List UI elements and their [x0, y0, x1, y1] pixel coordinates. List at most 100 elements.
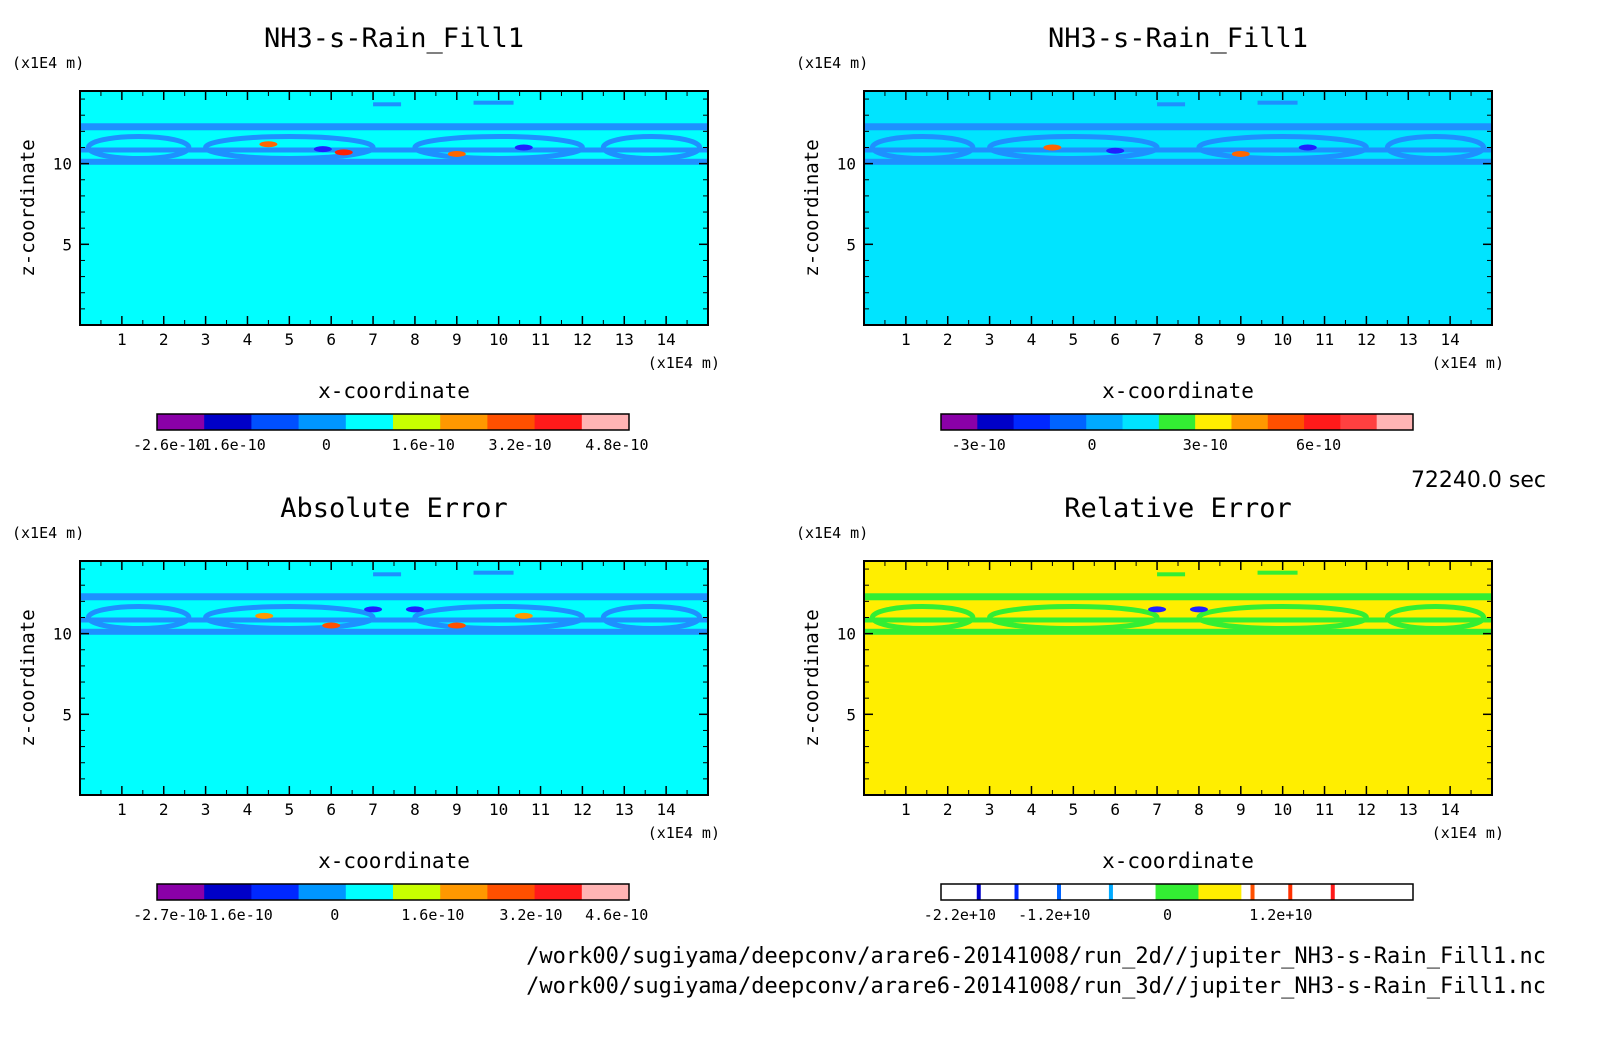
cloud-band-arc — [203, 603, 376, 631]
colorbar-tick-label: -1.6e-10 — [201, 906, 273, 924]
cloud-band-arc — [1384, 133, 1487, 161]
x-tick-label: 5 — [1069, 800, 1079, 819]
x-unit-label: (x1E4 m) — [648, 824, 720, 842]
colorbar-segment — [1198, 884, 1242, 900]
colorbar-segment — [581, 884, 630, 900]
colorbar-level-line — [1057, 884, 1061, 900]
colorbar-frame — [940, 413, 1414, 431]
x-tick-label: 7 — [368, 800, 378, 819]
colorbar-segment — [298, 414, 347, 430]
colorbar-segment — [251, 414, 300, 430]
x-tick-label: 10 — [489, 800, 508, 819]
x-tick-label: 7 — [1152, 800, 1162, 819]
colorbar-level-line — [1014, 884, 1019, 900]
x-tick-label: 14 — [1441, 330, 1460, 349]
colorbar-segment — [1112, 884, 1157, 900]
y-tick-label: 10 — [53, 155, 72, 174]
colorbar-tick-label: -2.7e-10 — [133, 906, 205, 924]
y-tick-label: 5 — [846, 705, 856, 724]
colorbar-segment — [251, 884, 300, 900]
cloud-band-arc — [600, 133, 703, 161]
x-axis-label: x-coordinate — [318, 379, 470, 403]
cloud-band-mid-layer — [864, 147, 1492, 153]
colorbar-tick-label: 1.6e-10 — [392, 436, 455, 454]
colorbar-segment — [204, 884, 252, 900]
cloud-band-arc — [1196, 603, 1369, 631]
cloud-cell — [447, 622, 466, 629]
x-tick-label: 3 — [201, 330, 211, 349]
cloud-band-top-layer — [80, 123, 708, 131]
colorbar-segment — [487, 414, 536, 430]
cloud-band-mid-layer — [864, 617, 1492, 623]
colorbar-tick-label: 3e-10 — [1183, 436, 1228, 454]
colorbar-segment — [1013, 414, 1051, 430]
cloud-cell — [259, 141, 278, 148]
cloud-band-lower-layer — [80, 158, 708, 165]
colorbar-segment — [1327, 884, 1371, 900]
colorbar-segment — [977, 414, 1015, 430]
x-tick-label: 10 — [489, 330, 508, 349]
file-path-2d: /work00/sugiyama/deepconv/arare6-2014100… — [526, 944, 1546, 969]
y-tick-label: 5 — [62, 235, 72, 254]
x-tick-label: 9 — [1236, 330, 1246, 349]
x-tick-label: 9 — [452, 330, 462, 349]
cloud-cell — [1231, 150, 1250, 157]
x-tick-label: 14 — [657, 800, 676, 819]
colorbar-segment — [1155, 884, 1199, 900]
cloud-cell — [1043, 144, 1062, 151]
colorbar-segment — [941, 414, 978, 430]
x-tick-label: 1 — [901, 800, 911, 819]
colorbar-segment — [157, 414, 205, 430]
cloud-cell — [1106, 147, 1125, 154]
x-tick-label: 4 — [243, 330, 253, 349]
x-tick-label: 11 — [1315, 330, 1334, 349]
chart-panel-1: NH3-s-Rain_Fill1(x1E4 m)1 2 3 4 5 6 7 8 9 10 11 12 1… — [12, 23, 720, 454]
x-tick-label: 8 — [410, 800, 420, 819]
cloud-cell — [447, 150, 466, 157]
x-unit-label: (x1E4 m) — [1432, 824, 1504, 842]
chart-panel-4: Relative Error(x1E4 m)1 2 3 4 5 6 7 8 9 10 11 12 13 1… — [796, 493, 1504, 924]
x-tick-label: 7 — [1152, 330, 1162, 349]
colorbar-level-line — [1108, 884, 1113, 900]
cloud-band-top-layer — [80, 593, 708, 601]
colorbar: -2.2e+10 -1.2e+10 0 1.2e+10 — [924, 883, 1414, 924]
x-tick-label: 12 — [573, 330, 592, 349]
colorbar-frame — [156, 413, 630, 431]
x-tick-label: 11 — [1315, 800, 1334, 819]
y-unit-label: (x1E4 m) — [12, 54, 84, 72]
y-axis-label: z-coordinate — [801, 609, 823, 746]
x-tick-label: 4 — [1027, 800, 1037, 819]
x-tick-label: 2 — [943, 330, 953, 349]
colorbar-segment — [298, 884, 347, 900]
colorbar-segment — [941, 884, 985, 900]
y-tick-label: 10 — [837, 625, 856, 644]
colorbar-tick-label: 3.2e-10 — [499, 906, 562, 924]
x-tick-label: 11 — [531, 330, 550, 349]
x-tick-label: 6 — [326, 800, 336, 819]
colorbar-tick-label: 1.2e+10 — [1249, 906, 1312, 924]
colorbar-tick-label: -2.2e+10 — [924, 906, 996, 924]
cloud-band-top-layer — [864, 123, 1492, 131]
chart-panel-3: Absolute Error(x1E4 m)1 2 3 4 5 6 7 8 9 10 11 12 13 1… — [12, 493, 720, 924]
y-axis-label: z-coordinate — [17, 139, 39, 276]
x-tick-label: 7 — [368, 330, 378, 349]
colorbar-segment — [1267, 414, 1305, 430]
cloud-band-patch — [373, 102, 402, 107]
cloud-band-lower-layer — [864, 628, 1492, 635]
x-axis-label: x-coordinate — [1102, 849, 1254, 873]
cloud-band-patch — [1257, 570, 1298, 575]
colorbar-segment — [1231, 414, 1269, 430]
chart-title: Absolute Error — [280, 493, 508, 524]
cloud-cell — [313, 146, 332, 153]
y-unit-label: (x1E4 m) — [796, 524, 868, 542]
cloud-band-arc — [203, 133, 376, 161]
cloud-band-patch — [1157, 102, 1186, 107]
colorbar-tick-label: 6e-10 — [1296, 436, 1341, 454]
x-tick-label: 12 — [1357, 800, 1376, 819]
x-tick-label: 1 — [901, 330, 911, 349]
colorbar-segment — [1158, 414, 1196, 430]
colorbar-tick-label: 1.6e-10 — [401, 906, 464, 924]
colorbar-segment — [1284, 884, 1328, 900]
y-tick-label: 5 — [846, 235, 856, 254]
x-tick-label: 4 — [243, 800, 253, 819]
